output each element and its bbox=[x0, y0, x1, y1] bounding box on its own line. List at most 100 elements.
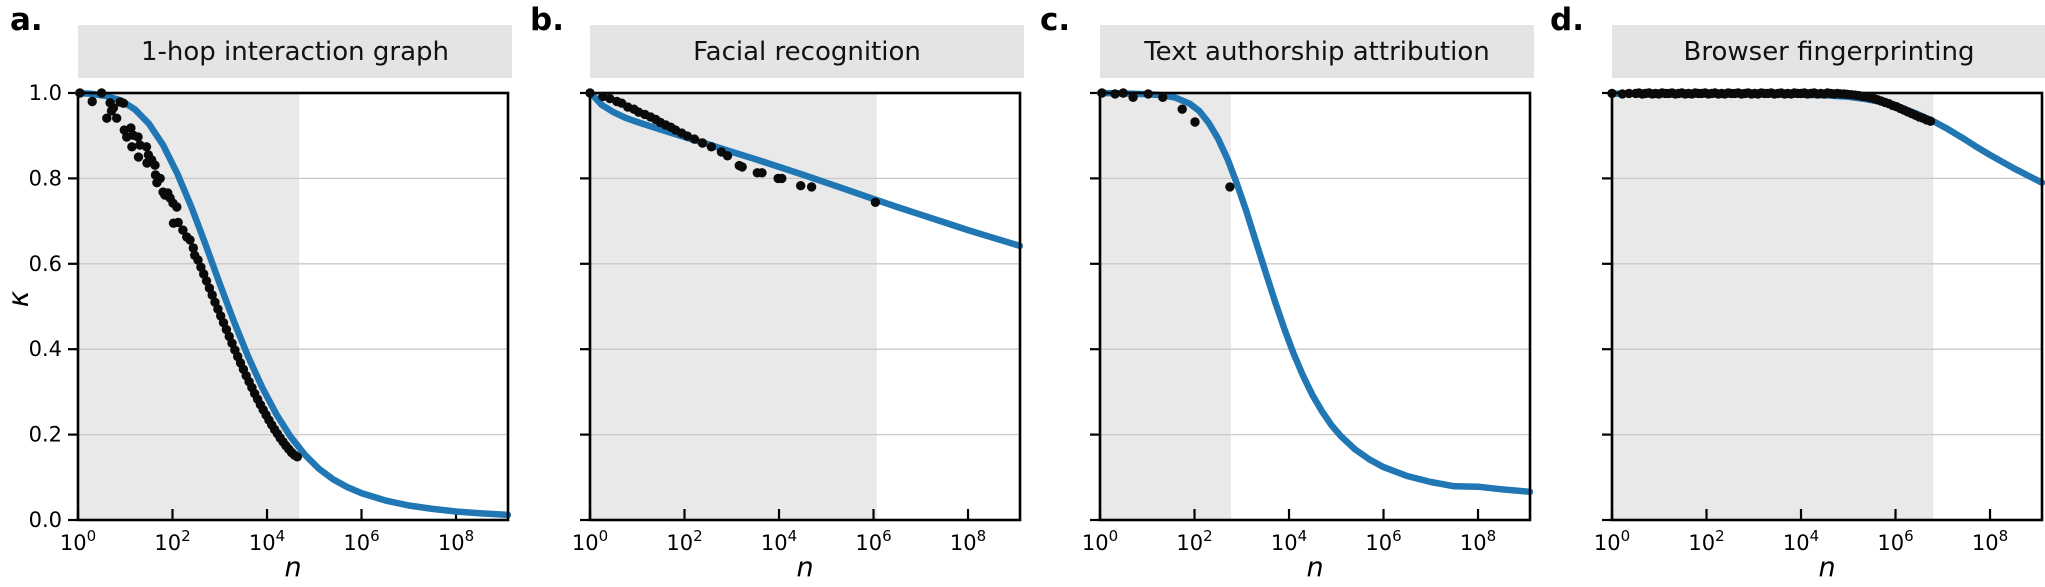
data-point bbox=[96, 88, 107, 98]
x-tick-label: 104 bbox=[1783, 527, 1819, 555]
x-tick-label: 108 bbox=[438, 527, 474, 555]
data-point bbox=[75, 88, 85, 98]
model-curve bbox=[586, 89, 1023, 250]
data-point bbox=[870, 197, 881, 207]
data-point bbox=[1190, 117, 1200, 127]
shaded-region bbox=[1612, 93, 1934, 520]
data-point bbox=[185, 235, 195, 245]
shaded-region bbox=[590, 93, 877, 520]
panel-title: Text authorship attribution bbox=[1144, 36, 1490, 67]
data-point bbox=[796, 181, 806, 191]
panel-title: Facial recognition bbox=[693, 36, 921, 67]
data-point bbox=[1177, 104, 1187, 114]
data-point bbox=[87, 96, 97, 107]
data-point bbox=[118, 98, 129, 108]
axes-box bbox=[1098, 91, 1532, 522]
plot-area: 100 102 104 106 108 bbox=[572, 88, 1023, 555]
panel-title-box: Facial recognition bbox=[590, 25, 1024, 78]
data-point bbox=[1225, 182, 1235, 192]
data-point bbox=[201, 276, 212, 286]
data-point bbox=[127, 142, 137, 152]
x-tick-label: 104 bbox=[1271, 527, 1307, 555]
y-tick-label: 0.0 bbox=[29, 508, 62, 532]
x-tick-label: 100 bbox=[1594, 527, 1630, 555]
x-axis-label: n bbox=[284, 552, 302, 583]
y-tick-label: 0.6 bbox=[29, 252, 62, 276]
y-tick-label: 0.4 bbox=[29, 337, 62, 361]
data-point bbox=[1097, 88, 1107, 98]
data-point bbox=[172, 202, 182, 212]
data-point bbox=[1143, 89, 1153, 99]
data-point bbox=[133, 132, 143, 142]
x-tick-label: 108 bbox=[1460, 527, 1496, 555]
panel-b: b. Facial recognition 100 102 104 106 108 n bbox=[512, 0, 1024, 587]
y-tick-label: 0.2 bbox=[29, 423, 62, 447]
y-tick-label: 1.0 bbox=[29, 81, 62, 105]
data-point bbox=[102, 113, 112, 123]
shaded-region bbox=[1100, 93, 1231, 520]
data-point bbox=[141, 142, 152, 152]
data-point bbox=[682, 131, 692, 141]
panel-letter-c: c. bbox=[1040, 2, 1071, 38]
data-point bbox=[1110, 89, 1120, 99]
x-tick-label: 100 bbox=[1082, 527, 1118, 555]
x-tick-label: 104 bbox=[249, 527, 285, 555]
x-tick-label: 108 bbox=[950, 527, 986, 555]
x-axis-label: n bbox=[796, 552, 814, 583]
x-axis-label: n bbox=[1306, 552, 1324, 583]
data-point bbox=[1158, 92, 1168, 103]
data-point bbox=[806, 182, 817, 192]
data-point bbox=[155, 173, 165, 184]
model-curve bbox=[74, 89, 511, 519]
data-point bbox=[108, 103, 119, 113]
data-point bbox=[193, 255, 203, 265]
x-tick-label: 102 bbox=[1688, 527, 1724, 555]
x-tick-label: 102 bbox=[666, 527, 702, 555]
data-point bbox=[605, 93, 615, 104]
data-point bbox=[133, 152, 144, 162]
data-point bbox=[757, 168, 767, 178]
x-tick-label: 102 bbox=[1176, 527, 1212, 555]
panel-title-box: Text authorship attribution bbox=[1100, 25, 1534, 78]
data-point bbox=[722, 151, 733, 161]
data-point bbox=[126, 123, 136, 133]
axes-box bbox=[76, 91, 510, 522]
panel-title: Browser fingerprinting bbox=[1683, 36, 1975, 67]
shaded-region bbox=[78, 93, 300, 520]
panel-title-box: 1-hop interaction graph bbox=[78, 25, 512, 78]
data-point bbox=[1607, 88, 1617, 99]
data-point bbox=[1925, 116, 1936, 126]
data-point bbox=[1128, 92, 1138, 103]
panel-title-box: Browser fingerprinting bbox=[1612, 25, 2045, 78]
x-tick-label: 102 bbox=[154, 527, 190, 555]
x-tick-label: 104 bbox=[761, 527, 797, 555]
panel-c: c. Text authorship attribution 100 102 104… bbox=[1022, 0, 1534, 587]
model-curve bbox=[1096, 89, 1533, 496]
data-point bbox=[173, 217, 183, 228]
data-point bbox=[112, 113, 122, 123]
data-point bbox=[292, 452, 302, 462]
y-tick-label: 0.8 bbox=[29, 166, 62, 190]
data-point bbox=[585, 88, 595, 98]
plot-area: 100 102 104 106 108 bbox=[1082, 88, 1533, 555]
y-axis-label: κ bbox=[2, 290, 35, 308]
data-point bbox=[1118, 88, 1128, 98]
x-tick-label: 106 bbox=[855, 527, 891, 555]
x-tick-label: 106 bbox=[343, 527, 379, 555]
x-tick-label: 100 bbox=[60, 527, 96, 555]
panel-letter-b: b. bbox=[530, 2, 564, 38]
panel-d: d. Browser fingerprinting 100 102 104 106 10… bbox=[1534, 0, 2045, 587]
axes-box bbox=[588, 91, 1022, 522]
data-point bbox=[150, 160, 160, 170]
data-point bbox=[697, 138, 708, 148]
data-point bbox=[706, 142, 717, 152]
data-point bbox=[777, 173, 787, 184]
x-axis-label: n bbox=[1818, 552, 1836, 583]
panel-letter-a: a. bbox=[10, 2, 43, 38]
x-tick-label: 100 bbox=[572, 527, 608, 555]
plot-area: 100 102 104 106 108 bbox=[1594, 88, 2045, 555]
panel-title: 1-hop interaction graph bbox=[140, 36, 450, 67]
panel-a: a. 1-hop interaction graph 100 102 104 106 1… bbox=[0, 0, 512, 587]
panel-letter-d: d. bbox=[1550, 2, 1584, 38]
